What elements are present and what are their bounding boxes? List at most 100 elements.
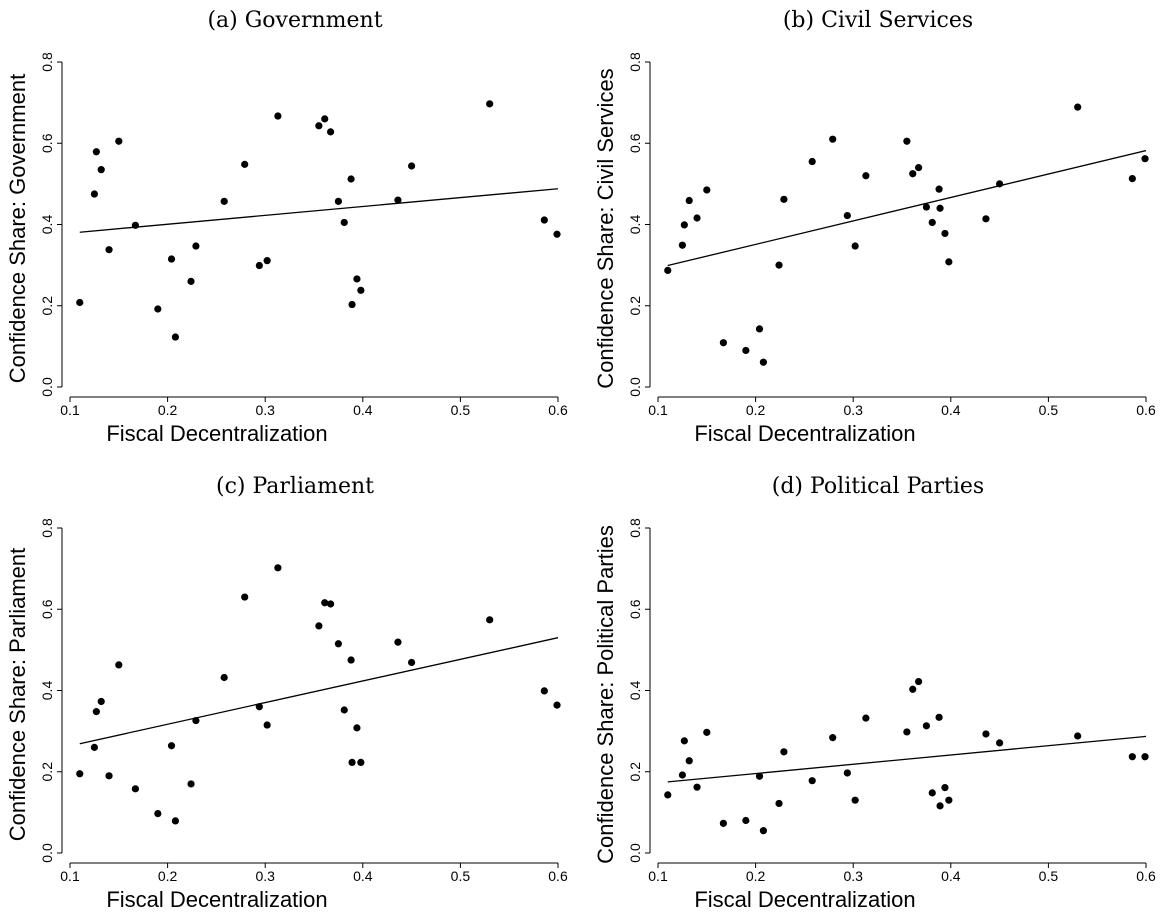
data-point <box>167 255 176 263</box>
data-point <box>996 180 1004 188</box>
data-point <box>935 185 943 193</box>
data-point <box>829 734 837 742</box>
x-tick-label: 0.6 <box>1136 868 1156 884</box>
data-point <box>755 772 764 780</box>
data-point <box>348 758 356 767</box>
x-tick-label: 0.2 <box>746 868 766 884</box>
x-axis-title: Fiscal Decentralization <box>106 887 327 912</box>
x-tick-label: 0.5 <box>451 868 471 884</box>
data-point <box>334 640 342 648</box>
data-point <box>982 730 990 738</box>
x-tick-label: 0.6 <box>548 868 568 884</box>
data-point <box>759 827 768 835</box>
data-point <box>97 697 105 706</box>
panel-2: (b) Civil Services 0.0 0.2 0.4 0.6 0.8 0.1 0.2 0… <box>593 8 1156 446</box>
data-point <box>922 722 930 730</box>
data-point <box>862 172 870 180</box>
panel-title: (c) Parliament <box>216 474 374 499</box>
data-point <box>540 216 548 224</box>
data-point <box>315 622 323 630</box>
data-point <box>909 170 917 178</box>
data-point <box>171 817 180 825</box>
data-point <box>678 241 686 249</box>
data-point <box>664 266 672 275</box>
x-tick-label: 0.4 <box>353 868 373 884</box>
data-point <box>408 162 416 170</box>
fit-line <box>667 735 1147 783</box>
y-tick-label: 0.6 <box>627 133 643 153</box>
data-point <box>353 724 361 732</box>
x-tick-label: 0.1 <box>60 402 80 418</box>
data-point <box>996 739 1004 747</box>
data-point <box>928 789 936 797</box>
data-point <box>192 242 200 250</box>
data-point <box>154 809 162 818</box>
data-point <box>187 277 195 285</box>
data-point <box>315 122 323 130</box>
data-point <box>274 564 282 572</box>
data-point <box>693 214 701 222</box>
x-tick-label: 0.3 <box>255 868 275 884</box>
y-tick-label: 0.2 <box>627 762 643 782</box>
data-point <box>903 728 911 736</box>
data-point <box>92 708 100 716</box>
data-point <box>357 286 365 294</box>
data-point <box>353 275 361 283</box>
data-point <box>115 137 123 145</box>
data-point <box>76 770 84 778</box>
x-tick-label: 0.4 <box>353 402 373 418</box>
data-point <box>719 819 727 827</box>
data-point <box>263 721 271 729</box>
data-point <box>922 203 930 211</box>
y-tick-label: 0.6 <box>39 599 55 619</box>
data-point <box>914 677 923 686</box>
data-point <box>486 100 494 108</box>
data-point <box>347 656 355 664</box>
data-point <box>780 195 788 203</box>
y-tick-label: 0.8 <box>39 52 55 72</box>
data-point <box>719 339 727 347</box>
y-axis-title: Confidence Share: Parliament <box>5 548 30 842</box>
data-point <box>685 196 693 205</box>
data-point <box>340 218 348 227</box>
data-point <box>693 783 701 791</box>
data-point <box>759 358 768 366</box>
data-point <box>553 701 561 709</box>
data-point <box>808 777 816 785</box>
data-point <box>553 230 561 238</box>
y-tick-label: 0.2 <box>39 296 55 316</box>
y-tick-label: 0.0 <box>39 843 55 863</box>
data-point <box>1141 753 1149 761</box>
x-tick-label: 0.3 <box>255 402 275 418</box>
y-tick-label: 0.8 <box>627 518 643 538</box>
data-point <box>220 673 228 682</box>
data-point <box>255 703 263 711</box>
panel-4: (d) Political Parties 0.0 0.2 0.4 0.6 0.8 0.1 0… <box>593 474 1156 912</box>
data-point <box>808 157 816 166</box>
x-axis-title: Fiscal Decentralization <box>694 421 915 446</box>
y-tick-label: 0.4 <box>39 681 55 701</box>
data-point <box>829 135 837 143</box>
data-point <box>941 783 949 792</box>
data-point <box>408 658 416 667</box>
data-point <box>1141 155 1149 163</box>
y-axis-title: Confidence Share: Government <box>5 74 30 383</box>
data-point <box>862 714 870 722</box>
data-point <box>945 258 953 266</box>
data-point <box>340 706 348 714</box>
data-point <box>903 137 911 145</box>
y-tick-label: 0.4 <box>627 215 643 235</box>
data-point <box>255 261 263 270</box>
data-point <box>97 166 105 174</box>
x-tick-label: 0.1 <box>648 868 668 884</box>
data-point <box>486 616 494 624</box>
x-tick-label: 0.3 <box>843 868 863 884</box>
data-point <box>1074 732 1082 740</box>
data-point <box>703 728 711 736</box>
y-tick-label: 0.6 <box>627 599 643 619</box>
x-tick-label: 0.2 <box>158 868 178 884</box>
data-point <box>131 785 139 793</box>
x-axis-title: Fiscal Decentralization <box>694 887 915 912</box>
data-point <box>914 164 923 172</box>
fit-line <box>79 637 559 745</box>
